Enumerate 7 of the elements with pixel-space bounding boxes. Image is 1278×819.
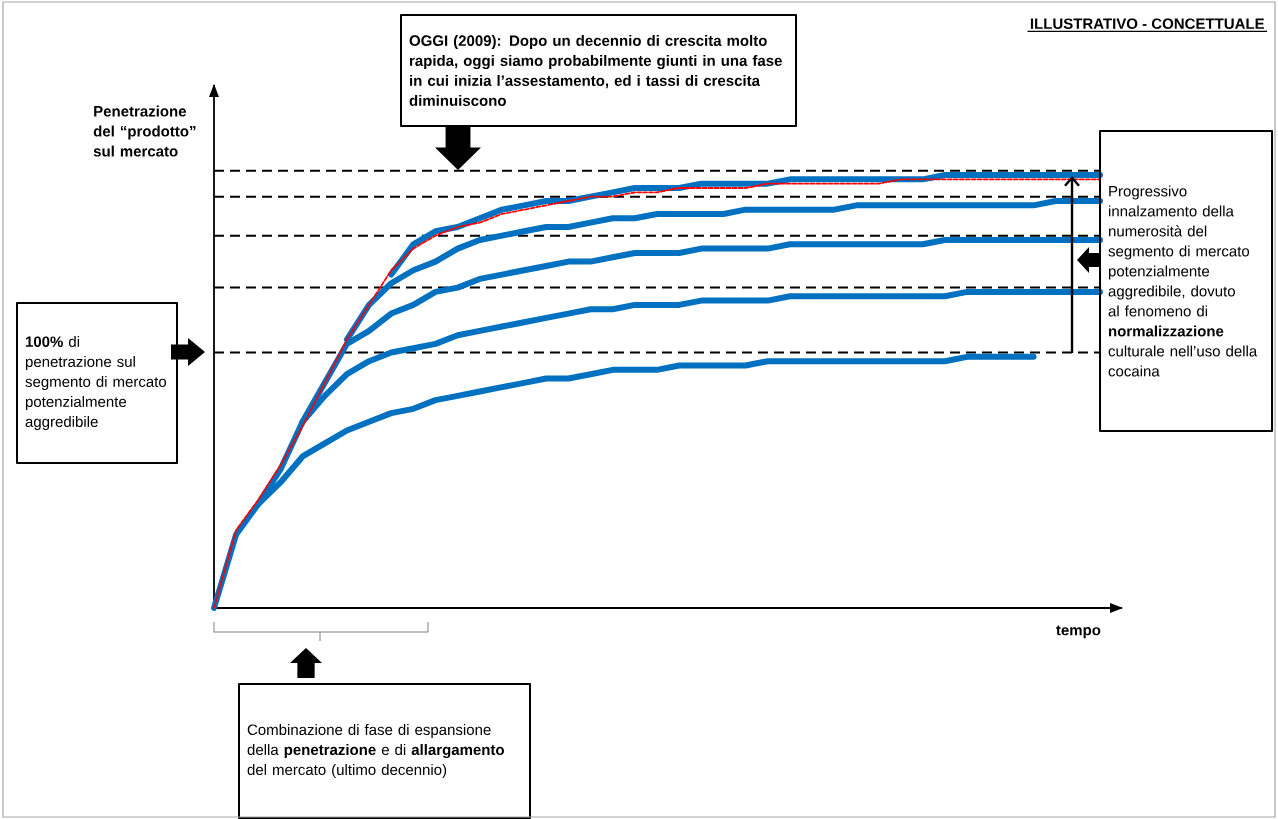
text: OGGI (2009): Dopo un decennio di crescita molto rapida, oggi siamo probabilmente giunti in una fase in cui inizia l’assestamento, ed i tassi di crescita diminuiscono [409, 35, 782, 107]
x-axis-title: tempo [1056, 625, 1101, 639]
y-axis-title: Penetrazione del “prodotto” sul mercato [93, 105, 196, 157]
text: Combinazione di fase di espansione della penetrazione e di allargamento del mercato (ultimo decennio) [247, 724, 504, 778]
text: ILLUSTRATIVO - CONCETTUALE [1030, 18, 1265, 30]
text: 100% di penetrazione sul segmento di mercato potenzialmente aggredibile [25, 336, 167, 430]
text: Progressivo innalzamento della numerosità del segmento di mercato potenzialmente aggredibile, dovuto al fenomeno di normalizzazione culturale nell’uso della cocaina [1108, 185, 1258, 377]
